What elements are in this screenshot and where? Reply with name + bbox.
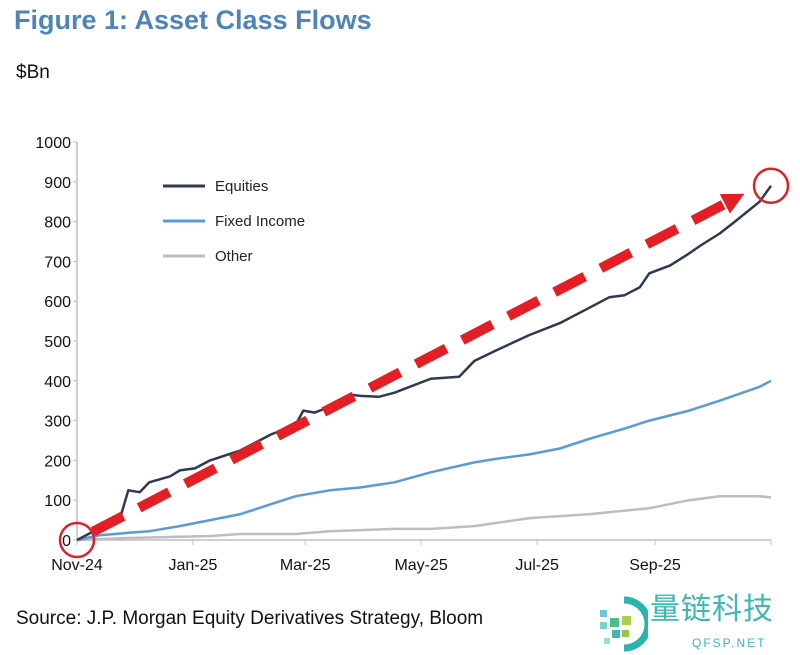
y-tick-label: 600 bbox=[44, 294, 71, 311]
source-note: Source: J.P. Morgan Equity Derivatives S… bbox=[16, 608, 484, 629]
legend-label: Other bbox=[215, 248, 253, 265]
y-tick-label: 100 bbox=[44, 493, 71, 510]
y-tick-label: 500 bbox=[44, 334, 71, 351]
series-line-fixed-income bbox=[76, 379, 772, 542]
line-chart: 0 100 200 300 400 500 600 700 800 900 1000 Nov-24 Ja… bbox=[35, 135, 790, 574]
x-tick-label: Mar-25 bbox=[280, 557, 331, 574]
x-tick-label: Sep-25 bbox=[629, 557, 681, 574]
trend-arrow-line bbox=[90, 199, 728, 537]
highlight-circle bbox=[752, 167, 790, 205]
watermark-text: 量链科技 bbox=[650, 592, 774, 627]
y-tick-label: 1000 bbox=[35, 135, 71, 152]
x-tick-label: Jul-25 bbox=[515, 557, 559, 574]
figure-title: Figure 1: Asset Class Flows bbox=[14, 5, 372, 35]
y-tick-label: 900 bbox=[44, 175, 71, 192]
series-line-equities bbox=[76, 185, 773, 542]
y-tick-label: 800 bbox=[44, 215, 71, 232]
y-tick-label: 200 bbox=[44, 453, 71, 470]
legend: Equities Fixed Income Other bbox=[163, 178, 305, 265]
axes: 0 100 200 300 400 500 600 700 800 900 1000 Nov-24 Ja… bbox=[35, 135, 772, 574]
y-tick-label: 0 bbox=[62, 533, 71, 550]
x-tick-label: Jan-25 bbox=[169, 557, 218, 574]
y-tick-label: 700 bbox=[44, 254, 71, 271]
highlight-circle bbox=[58, 521, 96, 559]
series-lines bbox=[76, 185, 773, 542]
trend-arrowhead bbox=[719, 193, 745, 214]
logo-icon bbox=[600, 596, 648, 652]
series-line-other bbox=[76, 494, 772, 542]
annotations bbox=[58, 167, 790, 559]
watermark-logo: 量链科技 QFSP.NET bbox=[592, 592, 800, 655]
x-tick-label: May-25 bbox=[394, 557, 447, 574]
x-tick-label: Nov-24 bbox=[51, 557, 103, 574]
legend-label: Fixed Income bbox=[215, 213, 305, 230]
y-tick-label: 400 bbox=[44, 374, 71, 391]
y-unit-label: $Bn bbox=[16, 62, 50, 83]
watermark-subtext: QFSP.NET bbox=[692, 636, 767, 650]
legend-label: Equities bbox=[215, 178, 268, 195]
y-tick-label: 300 bbox=[44, 414, 71, 431]
